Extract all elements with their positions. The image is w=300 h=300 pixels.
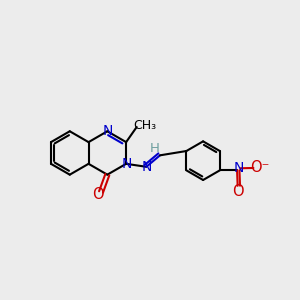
Text: N: N xyxy=(233,161,244,175)
Text: O: O xyxy=(232,184,244,199)
Text: CH₃: CH₃ xyxy=(134,119,157,132)
Text: N: N xyxy=(103,124,113,138)
Text: O⁻: O⁻ xyxy=(250,160,270,175)
Text: N: N xyxy=(142,160,152,174)
Text: H: H xyxy=(150,142,160,155)
Text: N: N xyxy=(122,158,133,171)
Text: O: O xyxy=(92,187,103,202)
